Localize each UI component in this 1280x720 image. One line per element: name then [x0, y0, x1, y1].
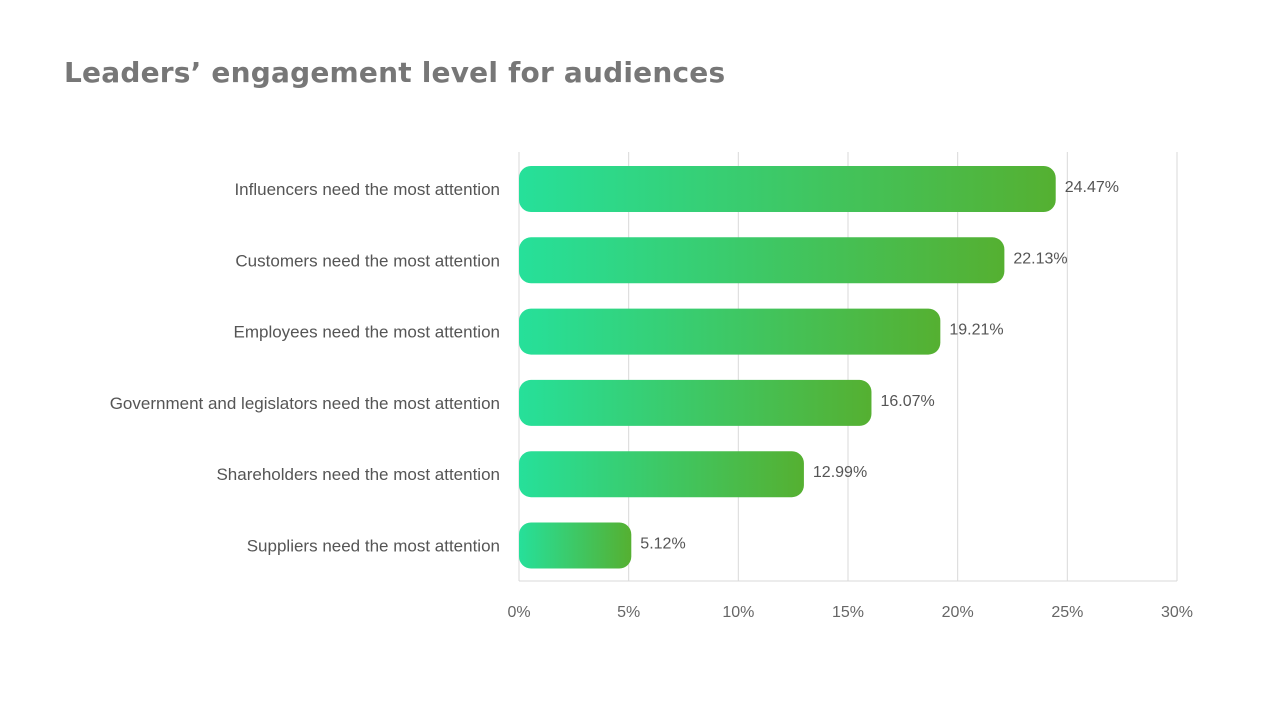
- category-label: Government and legislators need the most…: [110, 394, 500, 413]
- category-label: Customers need the most attention: [235, 251, 500, 270]
- x-tick-label: 20%: [942, 604, 974, 621]
- x-tick-label: 0%: [507, 604, 530, 621]
- bar: [519, 522, 632, 569]
- x-tick-label: 10%: [722, 604, 754, 621]
- x-tick-label: 5%: [617, 604, 640, 621]
- labels: 0% 5% 10% 15% 20% 25% 30% Influencers need the …: [110, 179, 1193, 621]
- gridlines: [518, 152, 1178, 582]
- bar: [519, 237, 1005, 284]
- x-tick-label: 25%: [1051, 604, 1083, 621]
- value-label: 24.47%: [1065, 179, 1119, 196]
- category-label: Employees need the most attention: [234, 323, 501, 342]
- value-label: 5.12%: [640, 536, 685, 553]
- chart-title: Leaders’ engagement level for audiences: [64, 56, 726, 89]
- value-label: 12.99%: [813, 464, 867, 481]
- value-label: 16.07%: [880, 393, 934, 410]
- x-tick-label: 30%: [1161, 604, 1193, 621]
- category-label: Shareholders need the most attention: [216, 465, 500, 484]
- bar: [519, 308, 941, 355]
- bars: [519, 166, 1056, 569]
- bar: [519, 451, 804, 498]
- value-label: 22.13%: [1013, 250, 1067, 267]
- category-label: Influencers need the most attention: [234, 180, 500, 199]
- x-tick-label: 15%: [832, 604, 864, 621]
- value-label: 19.21%: [949, 322, 1003, 339]
- bar: [519, 379, 872, 426]
- bar: [519, 166, 1056, 212]
- category-label: Suppliers need the most attention: [247, 537, 500, 556]
